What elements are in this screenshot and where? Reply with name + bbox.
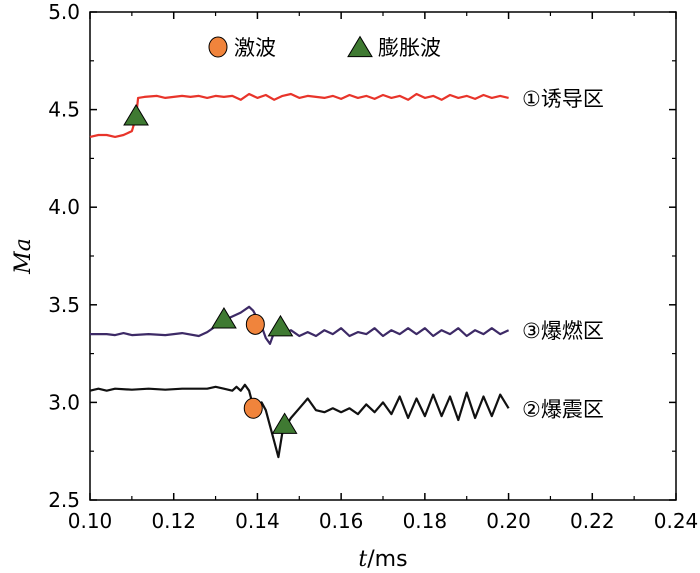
plot-area [89, 11, 677, 501]
y-tick-label: 3.0 [48, 390, 80, 414]
x-tick-label: 0.14 [235, 509, 280, 533]
legend-expansion-label: 膨胀波 [378, 36, 441, 60]
expansion-wave-marker [267, 314, 294, 337]
series-label-1: ①诱导区 [522, 87, 604, 111]
series-label-3: ②爆震区 [522, 397, 604, 421]
y-tick-label: 5.0 [48, 0, 80, 24]
series-line-3 [89, 383, 510, 459]
legend-shock-label: 激波 [234, 36, 276, 60]
x-tick-label: 0.20 [486, 509, 531, 533]
legend-shock-marker [208, 36, 228, 58]
region-labels: ①诱导区 ③爆燃区 ②爆震区 [522, 87, 604, 421]
x-tick-label: 0.10 [68, 509, 113, 533]
x-axis-title-unit: /ms [367, 547, 407, 572]
expansion-wave-marker [271, 412, 298, 434]
y-tick-label: 4.5 [48, 98, 80, 122]
expansion-wave-marker [123, 104, 149, 126]
plot-frame [89, 11, 677, 501]
expansion-wave-marker [211, 307, 237, 329]
series-label-2: ③爆燃区 [522, 319, 604, 343]
y-axis-title: Ma [11, 238, 36, 275]
legend: 激波 膨胀波 [208, 35, 441, 60]
shock-wave-marker [243, 397, 263, 419]
y-tick-label: 4.0 [48, 195, 80, 219]
series-layer [89, 92, 510, 459]
x-tick-label: 0.16 [319, 509, 364, 533]
legend-expansion-marker [347, 35, 373, 58]
series-line-1 [89, 92, 509, 138]
marker-layer [123, 104, 298, 434]
series-line-2 [90, 305, 510, 345]
y-tick-label: 3.5 [48, 293, 80, 317]
x-tick-label: 0.18 [403, 509, 448, 533]
axes-layer: 0.10 0.12 0.14 0.16 0.18 0.20 0.22 0.24 2.5 3.0 3.… [11, 0, 698, 572]
x-axis-title: t/ms [358, 547, 407, 572]
x-tick-label: 0.22 [570, 509, 615, 533]
x-axis-title-italic: t [358, 547, 367, 572]
x-tick-label: 0.12 [151, 509, 196, 533]
x-tick-label: 0.24 [654, 509, 699, 533]
shock-wave-marker [245, 313, 265, 335]
y-tick-label: 2.5 [48, 488, 80, 512]
